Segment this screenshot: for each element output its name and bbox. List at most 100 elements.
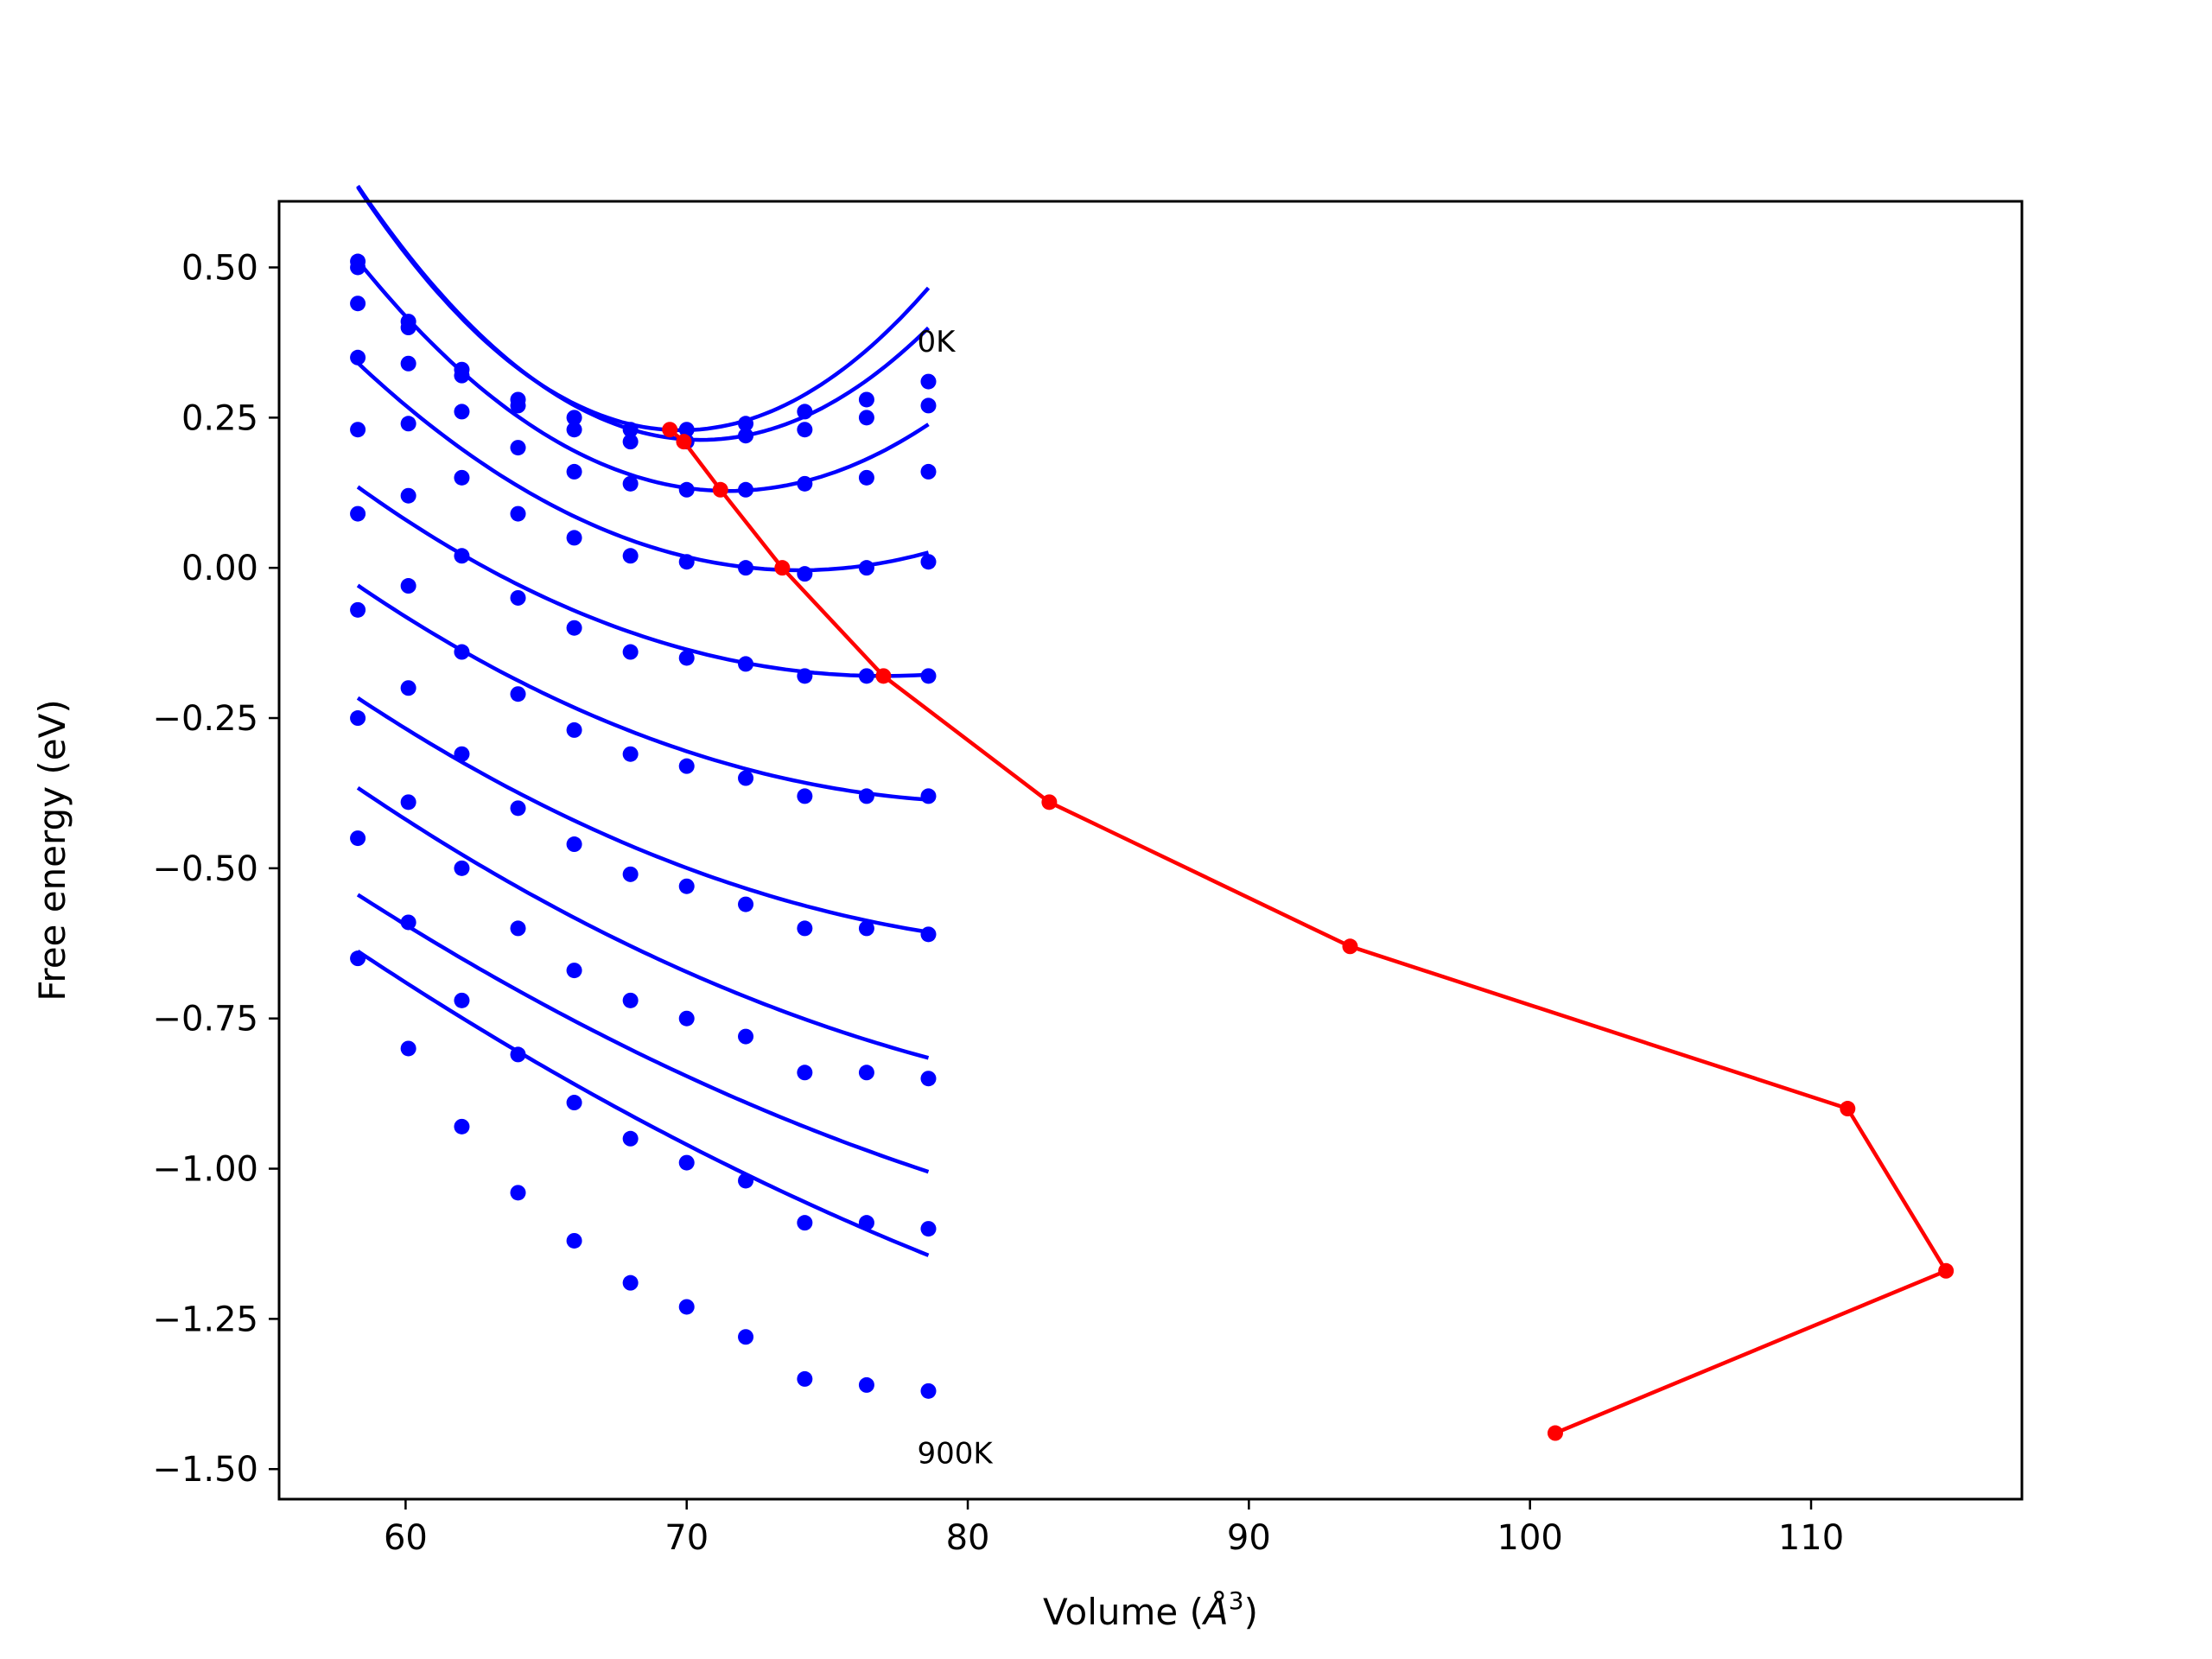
data-point: [738, 896, 754, 912]
data-point: [858, 410, 874, 426]
data-point: [920, 926, 937, 943]
data-point: [858, 469, 874, 486]
data-point: [797, 1215, 813, 1231]
data-point: [510, 440, 526, 456]
x-axis-label: Volume (Å3): [1043, 1586, 1258, 1633]
data-point: [858, 560, 874, 576]
fit-curve: [356, 485, 929, 678]
data-point: [510, 920, 526, 937]
minima-point: [1938, 1262, 1955, 1279]
data-point: [738, 770, 754, 786]
data-point: [797, 788, 813, 804]
data-point: [858, 1215, 874, 1231]
data-point: [920, 668, 937, 684]
data-point: [350, 710, 366, 727]
data-point: [454, 1118, 470, 1135]
data-point: [350, 950, 366, 967]
data-point: [622, 1130, 639, 1147]
data-point: [566, 530, 582, 546]
data-point: [454, 404, 470, 420]
data-point: [678, 1299, 695, 1315]
minima-line: [668, 428, 1949, 1435]
y-tick-label: −0.25: [152, 699, 258, 739]
data-point: [622, 475, 639, 492]
minima-point: [1342, 938, 1358, 955]
data-point: [622, 866, 639, 882]
data-point: [510, 505, 526, 522]
data-point: [400, 578, 416, 594]
x-tick-label: 90: [1227, 1518, 1271, 1558]
data-point: [510, 686, 526, 702]
temperature-annotation: 900K: [917, 1436, 994, 1471]
y-axis-label: Free energy (eV): [31, 699, 73, 1001]
data-point: [622, 1274, 639, 1291]
y-tick-label: 0.25: [181, 398, 258, 438]
data-point: [510, 397, 526, 414]
y-tick-label: 0.50: [181, 248, 258, 288]
fit-curve: [356, 950, 930, 1257]
data-point: [622, 434, 639, 450]
data-point: [858, 788, 874, 804]
data-point: [678, 554, 695, 570]
data-point: [400, 487, 416, 504]
data-point: [400, 355, 416, 372]
data-point: [400, 914, 416, 931]
data-point: [738, 656, 754, 672]
fit-curve: [356, 184, 931, 442]
data-point: [400, 680, 416, 696]
data-point: [920, 373, 937, 390]
data-point: [858, 920, 874, 937]
data-point: [678, 878, 695, 894]
x-tick-label: 60: [384, 1518, 428, 1558]
data-point: [400, 416, 416, 432]
minima-layer: [662, 422, 1955, 1441]
data-point: [678, 650, 695, 666]
data-point: [510, 1185, 526, 1201]
curves-layer: [356, 184, 931, 1257]
data-point: [510, 589, 526, 606]
data-point: [738, 1329, 754, 1345]
minima-point: [1840, 1101, 1856, 1117]
data-point: [400, 320, 416, 336]
fit-curve: [356, 785, 930, 1060]
x-axis-label-text: Volume (: [1043, 1591, 1204, 1633]
data-point: [858, 391, 874, 408]
data-point: [454, 367, 470, 384]
data-point: [858, 668, 874, 684]
data-point: [738, 481, 754, 498]
data-point: [920, 463, 937, 480]
data-point: [678, 422, 695, 438]
minima-point: [662, 422, 678, 438]
data-point: [400, 1040, 416, 1057]
data-point: [566, 721, 582, 738]
y-tick-label: −1.25: [152, 1300, 258, 1339]
data-point: [454, 746, 470, 762]
data-point: [622, 548, 639, 564]
data-point: [738, 428, 754, 444]
data-point: [797, 920, 813, 937]
data-point: [920, 397, 937, 414]
minima-point: [1041, 794, 1058, 810]
data-point: [622, 992, 639, 1008]
data-point: [454, 469, 470, 486]
data-point: [510, 1046, 526, 1063]
data-point: [454, 992, 470, 1008]
data-point: [566, 1232, 582, 1249]
data-point: [350, 830, 366, 847]
y-tick-label: 0.00: [181, 549, 258, 588]
data-point: [350, 259, 366, 276]
data-point: [566, 1095, 582, 1111]
data-point: [738, 1028, 754, 1045]
data-point: [920, 1071, 937, 1087]
data-point: [566, 836, 582, 853]
data-point: [797, 566, 813, 582]
points-layer: [350, 253, 937, 1399]
data-point: [350, 505, 366, 522]
data-point: [920, 1382, 937, 1399]
fit-curve: [356, 893, 930, 1174]
data-point: [797, 668, 813, 684]
data-point: [566, 410, 582, 426]
data-point: [622, 644, 639, 660]
data-point: [738, 416, 754, 432]
data-point: [738, 1173, 754, 1189]
